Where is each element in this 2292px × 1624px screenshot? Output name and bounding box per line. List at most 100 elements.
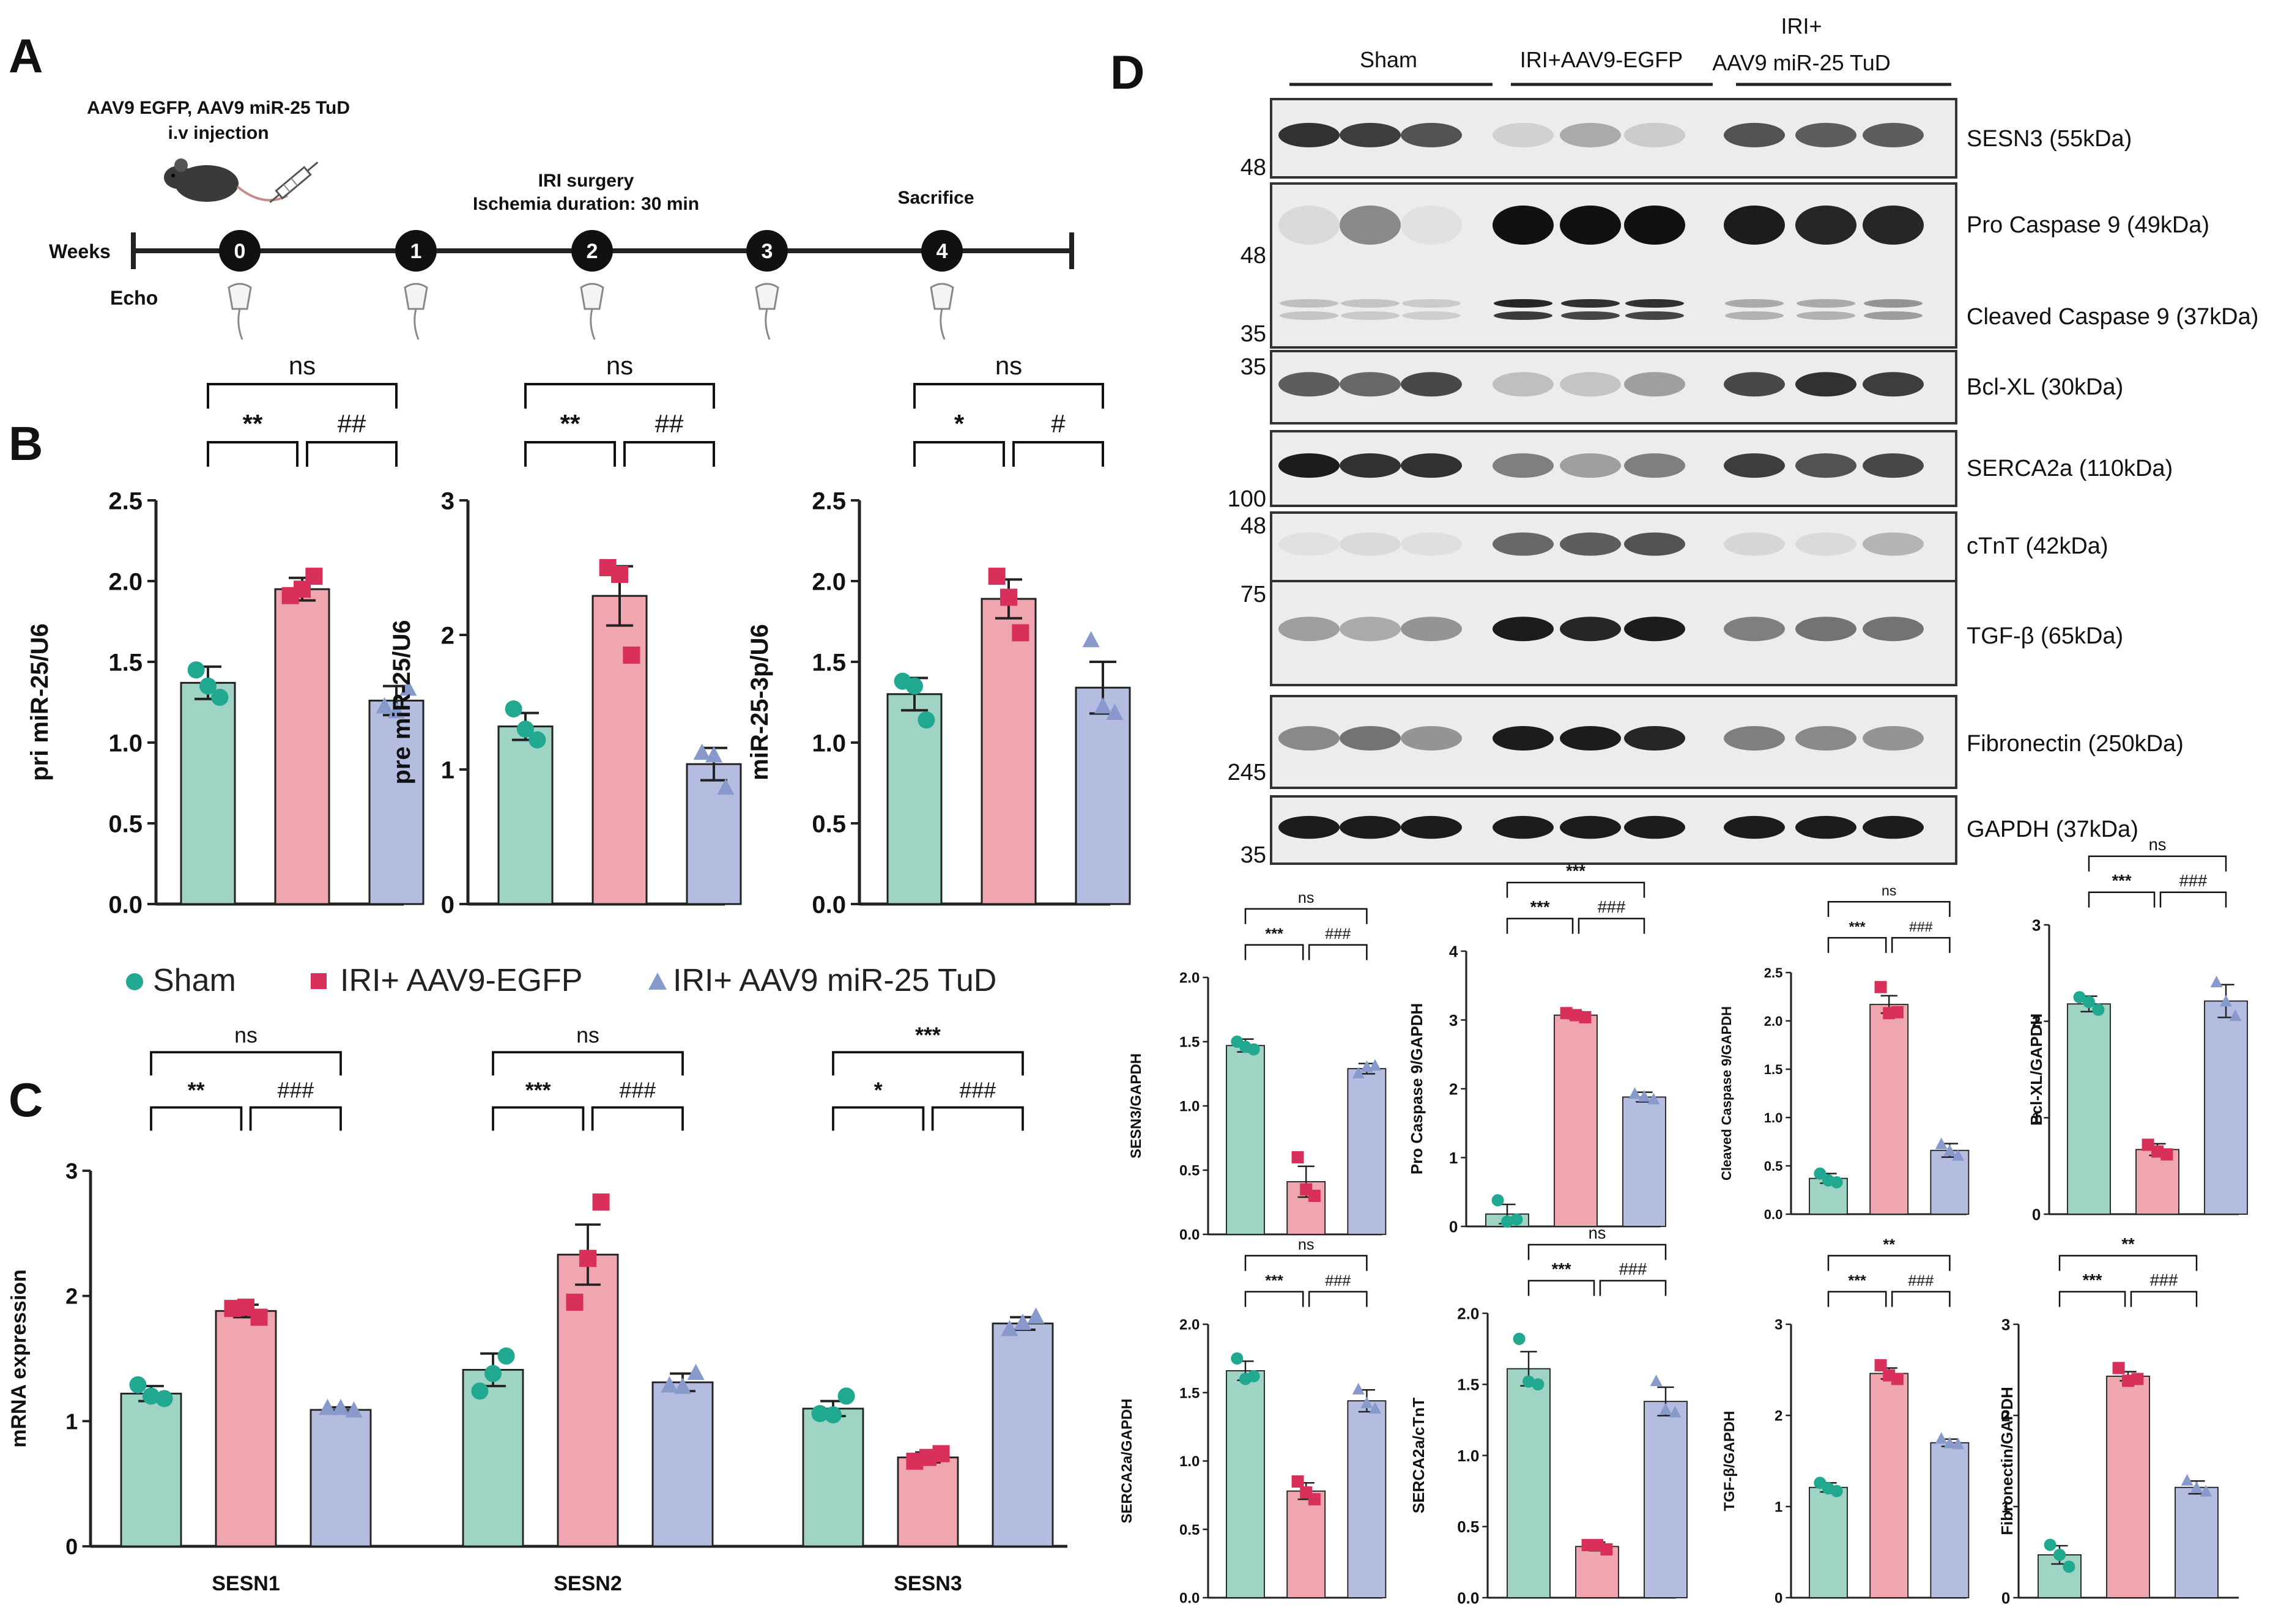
blot-label: TGF-β (65kDa) — [1967, 623, 2123, 649]
blot-label: SERCA2a (110kDa) — [1967, 456, 2173, 481]
y-tick-label: 1 — [65, 1409, 78, 1434]
data-point — [693, 743, 711, 760]
y-tick-label: 0 — [2001, 1589, 2010, 1607]
data-point — [1094, 697, 1111, 714]
panel-label-d: D — [1110, 45, 1144, 99]
blot-band — [1561, 311, 1620, 320]
bar — [368, 699, 425, 905]
significance-label: *** — [2112, 871, 2132, 890]
blot-band — [1340, 122, 1401, 147]
significance-label: *** — [1265, 1272, 1283, 1289]
data-point — [2063, 1560, 2075, 1573]
blot-band — [1280, 311, 1338, 320]
significance-label: *** — [525, 1078, 551, 1103]
data-point — [1581, 1538, 1594, 1551]
significance-bracket — [492, 1051, 684, 1076]
echo-probe-icon — [228, 283, 252, 340]
blot-band — [1560, 617, 1621, 642]
y-tick-label: 1.5 — [1179, 1385, 1200, 1401]
y-tick-label: 2 — [2032, 1012, 2041, 1031]
blot-band — [1340, 453, 1401, 478]
significance-label: ** — [188, 1078, 205, 1103]
data-point — [1532, 1378, 1545, 1391]
data-point — [505, 700, 522, 717]
data-point — [1638, 1090, 1650, 1102]
y-tick-label: 0.0 — [1764, 1207, 1783, 1222]
blot-band — [1724, 372, 1785, 397]
data-point — [211, 689, 229, 706]
significance-bracket — [1506, 881, 1645, 898]
data-point — [388, 702, 405, 719]
data-point — [1591, 1538, 1603, 1551]
data-point — [1579, 1011, 1592, 1023]
data-point — [918, 711, 935, 729]
week-node-label: 4 — [936, 240, 948, 263]
blot-band — [1797, 311, 1855, 320]
panel-label-c: C — [9, 1073, 43, 1127]
data-point — [237, 1299, 254, 1316]
blot-label: cTnT (42kDa) — [1967, 533, 2108, 559]
bar — [180, 681, 236, 905]
blot-band — [1401, 617, 1462, 642]
week-node-label: 2 — [587, 240, 598, 263]
significance-bracket — [832, 1106, 925, 1131]
bar — [1347, 1068, 1387, 1235]
y-axis-label: Fibronectin/GAPDH — [1998, 1387, 2016, 1535]
bar — [497, 725, 554, 905]
y-axis-label: mRNA expression — [7, 1269, 31, 1448]
data-point — [2181, 1474, 2194, 1486]
significance-label: * — [874, 1078, 883, 1103]
significance-label: ### — [1598, 897, 1626, 916]
blot-band — [1560, 206, 1621, 245]
echo-probe-icon — [580, 283, 604, 340]
blot-label: Fibronectin (250kDa) — [1967, 731, 2184, 757]
significance-label: *** — [1552, 1259, 1571, 1278]
blot-band — [1797, 299, 1855, 308]
significance-bracket — [1506, 918, 1574, 934]
significance-label: *** — [1265, 925, 1283, 943]
data-point — [2044, 1538, 2056, 1551]
blot-label: GAPDH (37kDa) — [1967, 817, 2138, 842]
significance-label: ns — [1298, 889, 1315, 907]
blot-band — [1401, 726, 1462, 751]
data-point — [1369, 1059, 1382, 1071]
data-point — [2092, 1003, 2105, 1016]
blot-band — [1863, 617, 1924, 642]
significance-bracket — [1827, 936, 1887, 953]
y-tick-label: 1.5 — [108, 649, 143, 676]
significance-label: ## — [655, 409, 684, 438]
y-tick-label: 1 — [441, 757, 454, 784]
blot-band — [1340, 815, 1401, 839]
significance-label: ### — [2150, 1270, 2178, 1289]
data-point — [1883, 1007, 1896, 1020]
data-point — [376, 697, 393, 714]
blot-band — [1795, 815, 1856, 839]
legend-sham-label: Sham — [153, 963, 236, 998]
y-tick-label: 3 — [1449, 1011, 1458, 1029]
significance-label: ### — [1909, 919, 1933, 935]
blot-band — [1401, 815, 1462, 839]
significance-label: ### — [1908, 1272, 1934, 1289]
blot-label: Cleaved Caspase 9 (37kDa) — [1967, 304, 2258, 330]
significance-label: ** — [1883, 1236, 1895, 1253]
blot-band — [1725, 311, 1784, 320]
y-axis-label: SESN3/GAPDH — [1128, 1053, 1144, 1159]
bar — [686, 763, 742, 905]
blot-band — [1724, 726, 1785, 751]
bar — [1869, 1373, 1909, 1598]
week-node-label: 3 — [762, 240, 773, 263]
week-node-label: 0 — [234, 240, 246, 263]
blot-band — [1278, 122, 1340, 147]
blot-band — [1795, 532, 1856, 556]
week-node — [746, 230, 788, 272]
mw-marker: 48 — [1241, 155, 1266, 180]
significance-bracket — [1527, 1280, 1595, 1296]
data-point — [2229, 1009, 2242, 1021]
data-point — [1014, 1313, 1031, 1330]
data-point — [1669, 1406, 1682, 1418]
blot-band — [1340, 206, 1401, 245]
blot-band — [1493, 122, 1554, 147]
blot-band — [1795, 206, 1856, 245]
